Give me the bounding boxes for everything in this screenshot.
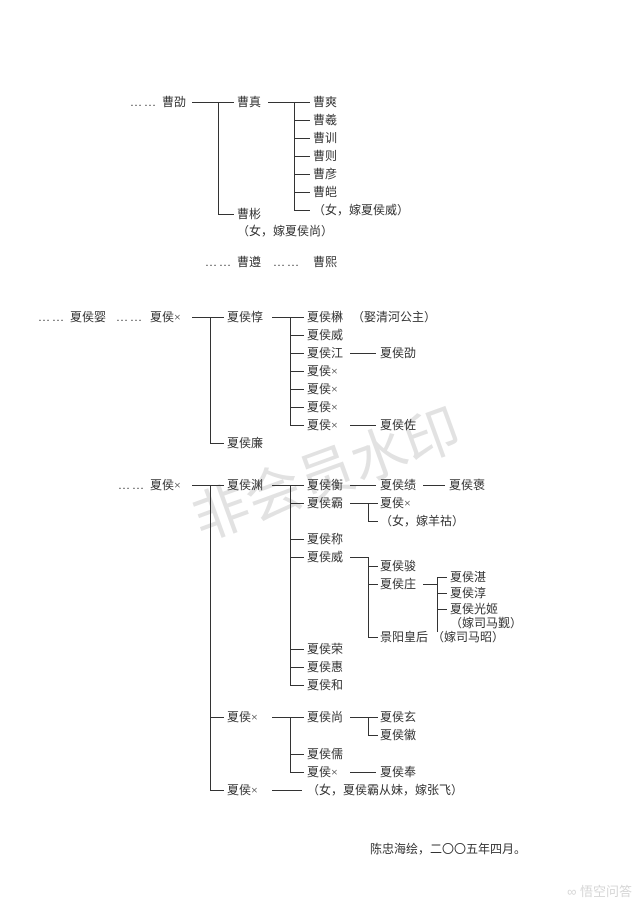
person-xiahoucheng: 夏侯称 — [307, 532, 343, 546]
person-xiahouji: 夏侯绩 — [380, 478, 416, 492]
note-simazhao: （嫁司马昭） — [432, 630, 504, 644]
person-xiahoux1: 夏侯× — [150, 310, 181, 324]
logo-watermark: ∞ 悟空问答 — [567, 881, 632, 900]
person-xiahouhe: 夏侯和 — [307, 678, 343, 692]
person-caozhen: 曹真 — [237, 95, 261, 109]
person-caobin: 曹彬 — [237, 207, 261, 221]
person-xiahoushao: 夏侯劭 — [380, 346, 416, 360]
person-xiahouzhan: 夏侯湛 — [450, 570, 486, 584]
person-xiahoux-b3: 夏侯× — [227, 783, 258, 797]
ellipsis: …… — [38, 310, 66, 325]
person-xiahoux-b2: 夏侯× — [227, 710, 258, 724]
person-caoxi2: 曹熙 — [313, 255, 337, 269]
person-caozun: 曹遵 — [237, 255, 261, 269]
person-xiahouru: 夏侯儒 — [307, 747, 343, 761]
note-zhangfei: （女，夏侯霸从妹，嫁张飞） — [307, 783, 463, 797]
person-xiahoubao: 夏侯褒 — [449, 478, 485, 492]
ellipsis: …… — [273, 255, 301, 270]
ellipsis: …… — [205, 255, 233, 270]
person-xiahouchun: 夏侯淳 — [450, 586, 486, 600]
note-yanghu: （女，嫁羊祜） — [380, 514, 464, 528]
credit-line: 陈忠海绘，二〇〇五年四月。 — [370, 840, 526, 857]
person-xiahouhui: 夏侯惠 — [307, 660, 343, 674]
person-xiahouba: 夏侯霸 — [307, 496, 343, 510]
person-xiahoulian: 夏侯廉 — [227, 436, 263, 450]
tree-canvas: 非会员水印 ∞ 悟空问答 …… 曹劭 曹真 曹爽 曹羲 曹训 曹则 曹彦 曹皑 … — [0, 0, 640, 906]
person-caoxi: 曹羲 — [313, 113, 337, 127]
person-xiahouzhuang: 夏侯庄 — [380, 577, 416, 591]
person-xiahoufeng: 夏侯奉 — [380, 765, 416, 779]
person-caoxun: 曹训 — [313, 131, 337, 145]
note-simajin: （嫁司马觐） — [450, 616, 522, 630]
person-xiahoudun: 夏侯惇 — [227, 310, 263, 324]
person-xiahoux3: 夏侯× — [307, 382, 338, 396]
person-xiahoux-ba: 夏侯× — [380, 496, 411, 510]
note-qinghe: （娶清河公主） — [352, 310, 436, 324]
person-xiahouying: 夏侯婴 — [70, 310, 106, 324]
person-caoshao: 曹劭 — [162, 95, 186, 109]
person-caoshuang: 曹爽 — [313, 95, 337, 109]
person-xiahoux2: 夏侯× — [307, 364, 338, 378]
person-xiahoux-c: 夏侯× — [307, 765, 338, 779]
note-cao-daughter: （女，嫁夏侯威） — [313, 203, 409, 217]
person-xiahouxuan: 夏侯玄 — [380, 710, 416, 724]
person-xiahouyuan: 夏侯渊 — [227, 478, 263, 492]
person-xiahouhui2: 夏侯徽 — [380, 728, 416, 742]
ellipsis: …… — [118, 478, 146, 493]
person-xiahoujiang: 夏侯江 — [307, 346, 343, 360]
person-caoai: 曹皑 — [313, 185, 337, 199]
person-xiahouzuo: 夏侯佐 — [380, 418, 416, 432]
person-xiahouheng: 夏侯衡 — [307, 478, 343, 492]
person-xiahoujun: 夏侯骏 — [380, 559, 416, 573]
person-caoze: 曹则 — [313, 149, 337, 163]
note-caobin: （女，嫁夏侯尚） — [237, 224, 333, 238]
person-xiahoushang: 夏侯尚 — [307, 710, 343, 724]
ellipsis: …… — [116, 310, 144, 325]
person-caoyan: 曹彦 — [313, 167, 337, 181]
person-xiahoux5: 夏侯× — [307, 418, 338, 432]
person-xiahoux4: 夏侯× — [307, 400, 338, 414]
person-xiahoumao: 夏侯楙 — [307, 310, 343, 324]
person-jingyanghuanghou: 景阳皇后 — [380, 630, 428, 644]
person-xiahourong: 夏侯荣 — [307, 642, 343, 656]
person-xiahouwei1: 夏侯威 — [307, 328, 343, 342]
person-xiahouwei2: 夏侯威 — [307, 550, 343, 564]
person-xiahoux-root2: 夏侯× — [150, 478, 181, 492]
person-xiahouguangji: 夏侯光姬 — [450, 602, 498, 616]
ellipsis: …… — [130, 95, 158, 110]
